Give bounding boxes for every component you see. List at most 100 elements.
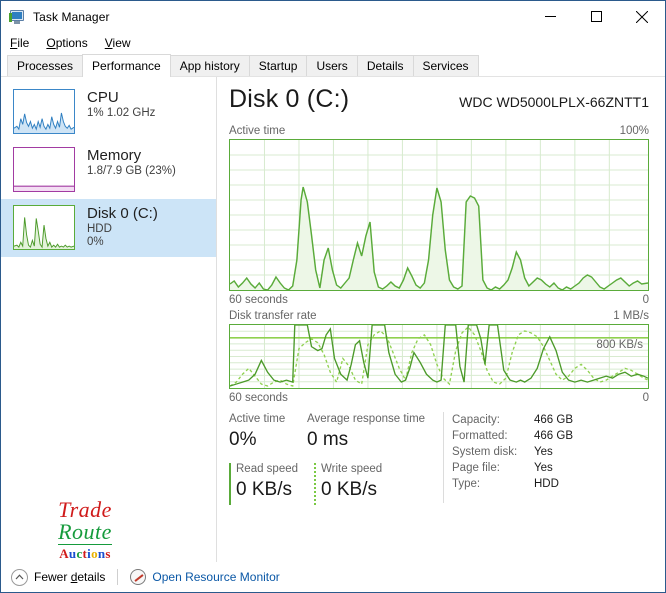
transfer-rate-max: 1 MB/s [613, 310, 649, 322]
logo-char-c: c [76, 546, 83, 561]
active-time-axis: 60 seconds 0 [229, 291, 649, 308]
footer-separator [117, 569, 119, 585]
info-page-file-value: Yes [534, 462, 553, 474]
info-row-page-file: Page file: Yes [452, 460, 649, 476]
primary-stats: Active time 0% Average response time 0 m… [229, 412, 439, 453]
info-capacity-key: Capacity: [452, 414, 500, 426]
tab-app-history[interactable]: App history [169, 55, 250, 76]
read-speed-legend-swatch [229, 463, 231, 505]
info-system-disk-key: System disk: [452, 446, 518, 458]
task-manager-icon [9, 9, 26, 25]
speed-stats: Read speed 0 KB/s Write speed 0 KB/s [229, 462, 439, 505]
logo-char-t: t [82, 546, 88, 561]
memory-texts: Memory 1.8/7.9 GB (23%) [87, 147, 176, 178]
resource-sidebar: CPU 1% 1.02 GHz Memory 1.8/7.9 GB (23%) [1, 77, 217, 562]
sidebar-disk-title: Disk 0 (C:) [87, 205, 158, 222]
logo-char-a: A [59, 546, 69, 561]
transfer-rate-axis: 60 seconds 0 [229, 389, 649, 406]
sidebar-item-memory[interactable]: Memory 1.8/7.9 GB (23%) [1, 141, 216, 199]
sidebar-memory-sub: 1.8/7.9 GB (23%) [87, 164, 176, 177]
tab-users[interactable]: Users [306, 55, 358, 76]
tab-strip: Processes Performance App history Startu… [1, 54, 665, 77]
transfer-rate-x-left: 60 seconds [229, 391, 288, 404]
disk-texts: Disk 0 (C:) HDD 0% [87, 205, 158, 249]
active-time-label: Active time [229, 125, 286, 137]
stat-active-time-value: 0% [229, 429, 257, 450]
menu-view-rest: iew [112, 36, 131, 50]
content-area: CPU 1% 1.02 GHz Memory 1.8/7.9 GB (23%) [1, 76, 665, 562]
sidebar-memory-title: Memory [87, 147, 142, 164]
active-time-plot [230, 140, 648, 290]
device-header: Disk 0 (C:) WDC WD5000LPLX-66ZNTT1 [229, 85, 649, 123]
info-row-capacity: Capacity: 466 GB [452, 412, 649, 428]
sidebar-item-disk0[interactable]: Disk 0 (C:) HDD 0% [1, 199, 216, 257]
stat-read-speed-label: Read speed [236, 463, 299, 475]
window-title: Task Manager [33, 9, 110, 24]
info-system-disk-value: Yes [534, 446, 553, 458]
logo-line-route: Route [58, 519, 112, 545]
resource-monitor-icon[interactable] [130, 569, 147, 585]
info-type-key: Type: [452, 478, 481, 490]
stat-active-time: Active time 0% [229, 412, 307, 453]
minimize-button[interactable] [527, 1, 573, 32]
title-bar: Task Manager [1, 1, 665, 32]
status-bar: Fewer details Open Resource Monitor [1, 562, 665, 592]
logo-char-i: i [87, 546, 92, 561]
menu-options[interactable]: Options [46, 36, 88, 50]
info-capacity-value: 466 GB [534, 414, 573, 426]
menu-file[interactable]: File [10, 36, 30, 50]
transfer-rate-label-row: Disk transfer rate 1 MB/s [229, 308, 649, 322]
stat-read-speed-value: 0 KB/s [236, 479, 292, 500]
stat-write-speed-label: Write speed [321, 463, 383, 475]
performance-detail-panel: Disk 0 (C:) WDC WD5000LPLX-66ZNTT1 Activ… [217, 77, 665, 562]
menu-view[interactable]: View [104, 36, 131, 50]
info-row-type: Type: HDD [452, 476, 649, 492]
info-page-file-key: Page file: [452, 462, 500, 474]
cpu-mini-graph [13, 89, 75, 134]
sidebar-item-cpu[interactable]: CPU 1% 1.02 GHz [1, 83, 216, 141]
logo-char-n: n [97, 546, 106, 561]
fewer-details-key: d [70, 570, 78, 584]
maximize-button[interactable] [573, 1, 619, 32]
active-time-max: 100% [619, 125, 649, 137]
close-button[interactable] [619, 1, 665, 32]
transfer-rate-plot [230, 325, 648, 388]
page-title: Disk 0 (C:) [229, 85, 350, 113]
fewer-details-button[interactable]: Fewer details [34, 570, 105, 584]
window-controls [527, 1, 665, 32]
stat-avg-response: Average response time 0 ms [307, 412, 435, 453]
open-resource-monitor-link[interactable]: Open Resource Monitor [152, 570, 280, 584]
trade-route-auctions-logo: Trade Route Auctions [37, 499, 133, 560]
chevron-up-icon[interactable] [11, 568, 28, 586]
menu-options-rest: ptions [55, 36, 88, 50]
transfer-rate-inline-label: 800 KB/s [596, 339, 643, 351]
active-time-graph [229, 139, 649, 291]
active-time-x-left: 60 seconds [229, 293, 288, 306]
transfer-rate-label: Disk transfer rate [229, 310, 317, 322]
fewer-details-post: etails [77, 570, 106, 584]
fewer-details-pre: Fewer [34, 570, 71, 584]
stats-left: Active time 0% Average response time 0 m… [229, 412, 439, 505]
stat-avg-response-label: Average response time [307, 413, 426, 425]
stat-avg-response-value: 0 ms [307, 429, 349, 450]
disk-info-list: Capacity: 466 GB Formatted: 466 GB Syste… [443, 412, 649, 503]
logo-line-trade: Trade [58, 497, 112, 522]
stat-read-speed: Read speed 0 KB/s [229, 462, 314, 505]
cpu-texts: CPU 1% 1.02 GHz [87, 89, 155, 120]
sidebar-cpu-sub: 1% 1.02 GHz [87, 106, 156, 119]
sidebar-disk-type: HDD [87, 222, 112, 235]
logo-char-o: o [91, 546, 98, 561]
info-formatted-key: Formatted: [452, 430, 508, 442]
stat-write-speed: Write speed 0 KB/s [314, 462, 383, 505]
logo-line-auctions: Auctions [37, 547, 133, 560]
tab-services[interactable]: Services [412, 55, 479, 76]
tab-startup[interactable]: Startup [248, 55, 308, 76]
tab-performance[interactable]: Performance [82, 54, 171, 77]
active-time-x-right: 0 [642, 293, 649, 306]
tab-processes[interactable]: Processes [7, 55, 84, 76]
sidebar-disk-usage: 0% [87, 235, 104, 248]
logo-char-s: s [105, 546, 111, 561]
stat-active-time-label: Active time [229, 413, 286, 425]
tab-details[interactable]: Details [356, 55, 414, 76]
